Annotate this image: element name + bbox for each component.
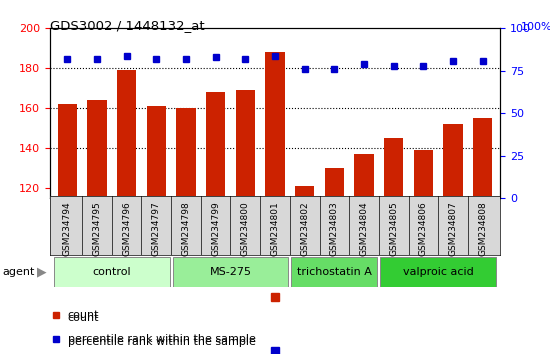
Text: GSM234802: GSM234802 bbox=[300, 201, 309, 256]
Bar bbox=[354, 154, 373, 198]
Text: trichostatin A: trichostatin A bbox=[297, 267, 372, 277]
Text: GSM234798: GSM234798 bbox=[182, 201, 190, 256]
Bar bbox=[206, 92, 226, 198]
Bar bbox=[443, 124, 463, 198]
Bar bbox=[117, 70, 136, 198]
Text: GSM234796: GSM234796 bbox=[122, 201, 131, 256]
Bar bbox=[265, 52, 285, 198]
Text: valproic acid: valproic acid bbox=[403, 267, 474, 277]
Text: GSM234794: GSM234794 bbox=[63, 201, 72, 256]
Bar bbox=[236, 90, 255, 198]
Text: GSM234806: GSM234806 bbox=[419, 201, 428, 256]
Bar bbox=[414, 150, 433, 198]
Text: GSM234801: GSM234801 bbox=[271, 201, 279, 256]
Text: GSM234805: GSM234805 bbox=[389, 201, 398, 256]
Bar bbox=[473, 118, 492, 198]
Y-axis label: 100%: 100% bbox=[521, 22, 550, 32]
Text: ▶: ▶ bbox=[37, 266, 47, 278]
Text: GSM234800: GSM234800 bbox=[241, 201, 250, 256]
Text: count: count bbox=[68, 310, 99, 320]
Text: GSM234795: GSM234795 bbox=[92, 201, 101, 256]
Bar bbox=[173, 257, 288, 287]
Bar bbox=[177, 108, 196, 198]
Bar bbox=[292, 257, 377, 287]
Bar bbox=[295, 186, 314, 198]
Bar bbox=[58, 104, 77, 198]
Text: GSM234803: GSM234803 bbox=[330, 201, 339, 256]
Text: GSM234797: GSM234797 bbox=[152, 201, 161, 256]
Text: GSM234799: GSM234799 bbox=[211, 201, 220, 256]
Text: agent: agent bbox=[3, 267, 35, 277]
Text: GSM234808: GSM234808 bbox=[478, 201, 487, 256]
Bar bbox=[384, 138, 403, 198]
Text: count: count bbox=[68, 313, 99, 323]
Bar bbox=[147, 106, 166, 198]
Text: GSM234804: GSM234804 bbox=[360, 201, 368, 256]
Bar bbox=[87, 100, 107, 198]
Text: GDS3002 / 1448132_at: GDS3002 / 1448132_at bbox=[50, 19, 204, 33]
Text: GSM234807: GSM234807 bbox=[449, 201, 458, 256]
Text: percentile rank within the sample: percentile rank within the sample bbox=[68, 337, 255, 347]
Bar bbox=[381, 257, 496, 287]
Bar bbox=[324, 168, 344, 198]
Text: control: control bbox=[92, 267, 131, 277]
Bar bbox=[54, 257, 169, 287]
Text: percentile rank within the sample: percentile rank within the sample bbox=[68, 334, 255, 344]
Text: MS-275: MS-275 bbox=[210, 267, 251, 277]
